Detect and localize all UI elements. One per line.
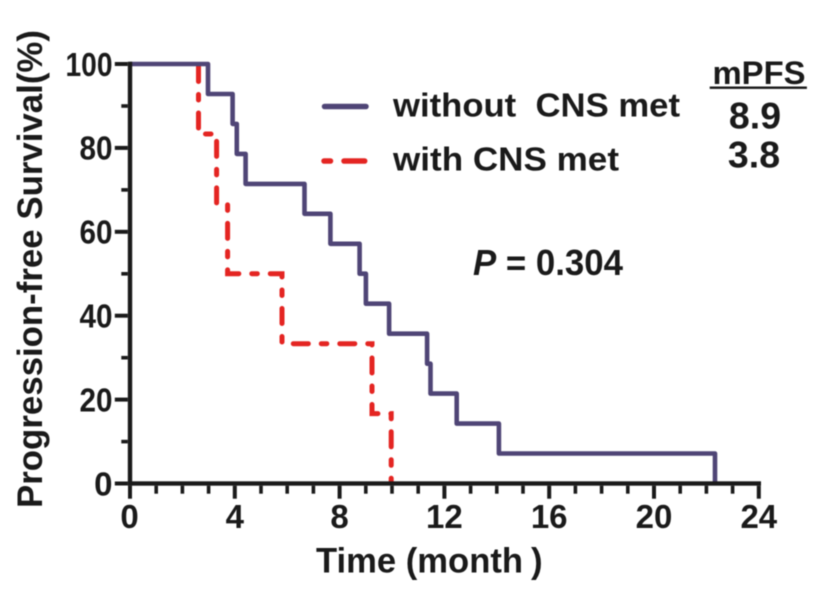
svg-text:P = 0.304: P = 0.304 — [473, 242, 623, 283]
svg-text:40: 40 — [80, 298, 113, 335]
svg-text:20: 20 — [636, 498, 673, 535]
svg-text:3.8: 3.8 — [728, 134, 780, 176]
svg-text:24: 24 — [740, 498, 777, 535]
svg-text:with CNS met: with CNS met — [392, 141, 619, 178]
svg-text:80: 80 — [80, 130, 113, 167]
svg-text:4: 4 — [226, 498, 245, 535]
svg-text:mPFS: mPFS — [713, 55, 806, 91]
svg-text:0: 0 — [120, 498, 138, 535]
svg-text:8: 8 — [330, 498, 348, 535]
svg-text:20: 20 — [80, 381, 113, 418]
svg-text:8.9: 8.9 — [729, 95, 781, 137]
svg-text:60: 60 — [80, 214, 113, 251]
svg-text:16: 16 — [531, 498, 568, 535]
svg-text:Progression-free Survival(%): Progression-free Survival(%) — [11, 30, 50, 508]
svg-text:12: 12 — [426, 498, 463, 535]
svg-text:): ) — [531, 541, 543, 580]
svg-text:without CNS met: without CNS met — [392, 87, 680, 124]
svg-text:0: 0 — [94, 465, 112, 502]
svg-text:Time (month: Time (month — [316, 541, 523, 580]
svg-text:100: 100 — [66, 46, 113, 83]
